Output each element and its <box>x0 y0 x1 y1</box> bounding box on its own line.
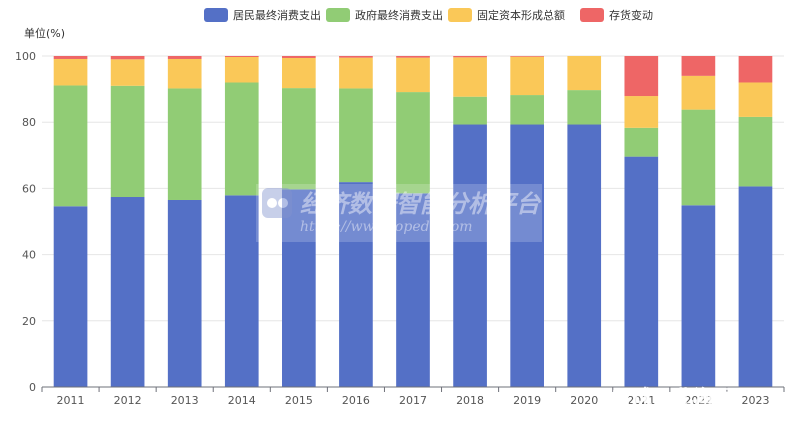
bar-segment-2-2019[interactable] <box>510 95 544 125</box>
bar-segment-4-2011[interactable] <box>53 56 88 59</box>
bar-segment-3-2023[interactable] <box>738 82 773 117</box>
bars <box>53 56 773 387</box>
bar-segment-1-2014[interactable] <box>224 195 259 387</box>
bar-segment-3-2015[interactable] <box>282 57 316 89</box>
bar-segment-1-2017[interactable] <box>396 193 430 387</box>
axes: 0 20 40 60 80 100 2011 2012 2013 2014 2015 2016 2017… <box>15 50 785 407</box>
y-tick-label: 80 <box>22 116 36 129</box>
bar-segment-4-2018[interactable] <box>453 56 487 58</box>
bar-segment-3-2014[interactable] <box>224 56 259 83</box>
legend-label: 居民最终消费支出 <box>233 8 321 22</box>
x-tick-label: 2013 <box>171 394 199 407</box>
bar-segment-2-2017[interactable] <box>396 92 430 194</box>
bar-segment-1-2022[interactable] <box>681 205 716 387</box>
bar-segment-3-2019[interactable] <box>510 56 544 96</box>
x-tick-label: 2017 <box>399 394 427 407</box>
x-tick-label: 2022 <box>684 394 712 407</box>
bar-segment-3-2011[interactable] <box>53 58 88 86</box>
bar-segment-2-2011[interactable] <box>53 85 88 207</box>
bar-segment-4-2012[interactable] <box>110 56 145 60</box>
bar-segment-1-2021[interactable] <box>624 156 659 387</box>
bar-segment-2-2022[interactable] <box>681 109 716 206</box>
bar-segment-2-2020[interactable] <box>567 90 602 125</box>
legend-label: 政府最终消费支出 <box>355 8 443 22</box>
bar-segment-2-2015[interactable] <box>282 88 316 190</box>
bar-segment-3-2016[interactable] <box>339 57 373 89</box>
legend-label: 存货变动 <box>609 8 653 22</box>
bar-segment-4-2016[interactable] <box>339 56 373 58</box>
bar-segment-4-2015[interactable] <box>282 56 316 58</box>
bar-segment-4-2022[interactable] <box>681 56 716 76</box>
corner-watermark-text: 雪球 · 北海居 <box>612 385 734 409</box>
legend[interactable]: 居民最终消费支出 政府最终消费支出 固定资本形成总额 存货变动 <box>204 8 653 22</box>
legend-item-4[interactable]: 存货变动 <box>580 8 653 22</box>
y-tick-label: 60 <box>22 182 36 195</box>
corner-watermark: 雪球 · 北海居 <box>612 385 734 409</box>
legend-swatch <box>448 8 472 22</box>
y-tick-label: 40 <box>22 249 36 262</box>
y-tick-label: 0 <box>29 381 36 394</box>
bar-segment-3-2018[interactable] <box>453 57 487 97</box>
legend-swatch <box>204 8 228 22</box>
x-tick-label: 2020 <box>570 394 598 407</box>
legend-item-2[interactable]: 政府最终消费支出 <box>326 8 443 22</box>
watermark-url: https://www.topedb.com <box>300 219 473 235</box>
bar-segment-1-2011[interactable] <box>53 206 88 387</box>
bar-segment-1-2018[interactable] <box>453 124 487 387</box>
legend-item-3[interactable]: 固定资本形成总额 <box>448 8 565 22</box>
bar-segment-4-2021[interactable] <box>624 56 659 97</box>
bar-segment-2-2012[interactable] <box>110 85 145 198</box>
bar-segment-3-2020[interactable] <box>567 56 602 91</box>
bar-segment-1-2016[interactable] <box>339 182 373 387</box>
y-tick-label: 20 <box>22 315 36 328</box>
bar-segment-3-2013[interactable] <box>167 58 202 89</box>
bar-segment-3-2022[interactable] <box>681 75 716 110</box>
x-tick-label: 2015 <box>285 394 313 407</box>
legend-item-1[interactable]: 居民最终消费支出 <box>204 8 321 22</box>
x-tick-label: 2011 <box>57 394 85 407</box>
x-tick-label: 2018 <box>456 394 484 407</box>
x-tick-label: 2021 <box>627 394 655 407</box>
x-tick-label: 2023 <box>741 394 769 407</box>
bar-segment-2-2021[interactable] <box>624 127 659 157</box>
bar-segment-2-2014[interactable] <box>224 82 259 196</box>
bar-segment-4-2014[interactable] <box>224 56 259 57</box>
bar-segment-1-2019[interactable] <box>510 124 544 387</box>
legend-swatch <box>326 8 350 22</box>
bar-segment-4-2013[interactable] <box>167 56 202 59</box>
bar-segment-1-2020[interactable] <box>567 124 602 387</box>
bar-segment-1-2023[interactable] <box>738 186 773 387</box>
bar-segment-4-2019[interactable] <box>510 56 544 57</box>
bar-segment-3-2012[interactable] <box>110 59 145 86</box>
legend-label: 固定资本形成总额 <box>477 8 565 22</box>
bar-segment-2-2018[interactable] <box>453 96 487 125</box>
y-axis-label: 单位(%) <box>24 26 65 40</box>
bar-segment-3-2017[interactable] <box>396 57 430 93</box>
bar-segment-3-2021[interactable] <box>624 96 659 128</box>
bar-segment-4-2023[interactable] <box>738 56 773 83</box>
x-tick-label: 2019 <box>513 394 541 407</box>
bar-segment-2-2023[interactable] <box>738 116 773 187</box>
bar-segment-2-2013[interactable] <box>167 88 202 200</box>
bar-segment-1-2012[interactable] <box>110 197 145 387</box>
bar-segment-2-2016[interactable] <box>339 88 373 183</box>
x-tick-label: 2012 <box>114 394 142 407</box>
bar-segment-4-2017[interactable] <box>396 56 430 58</box>
watermark: 经济数据智能分析平台 https://www.topedb.com <box>256 184 542 242</box>
y-tick-label: 100 <box>15 50 36 63</box>
x-tick-label: 2014 <box>228 394 256 407</box>
bar-segment-1-2015[interactable] <box>282 189 316 387</box>
watermark-title: 经济数据智能分析平台 <box>300 190 542 218</box>
bar-segment-1-2013[interactable] <box>167 199 202 387</box>
x-tick-label: 2016 <box>342 394 370 407</box>
legend-swatch <box>580 8 604 22</box>
